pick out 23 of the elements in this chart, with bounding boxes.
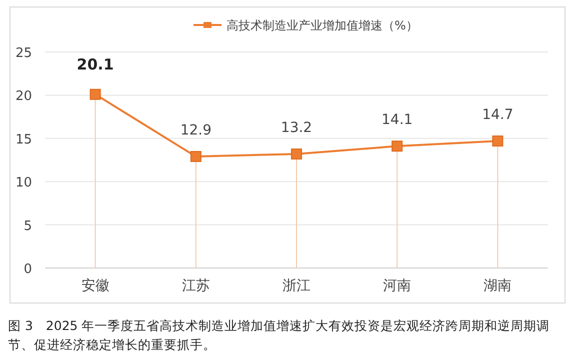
y-tick-label: 0 xyxy=(24,262,32,277)
point xyxy=(291,148,302,160)
point xyxy=(392,140,403,152)
x-tick-label: 浙江 xyxy=(282,278,310,294)
caption: 图 3 2025 年一季度五省高技术制造业增加值增速扩大有效投资是宏观经济跨周期和逆周期调节、促进经济稳定增长的重要抓手。 xyxy=(8,317,551,354)
y-tick-label: 20 xyxy=(15,89,32,104)
point xyxy=(90,88,101,100)
legend-label: 高技术制造业产业增加值增速（%） xyxy=(226,18,418,32)
point xyxy=(492,135,504,146)
x-tick-label: 湖南 xyxy=(484,278,512,294)
x-tick-label: 江苏 xyxy=(182,278,210,294)
data-label: 13.2 xyxy=(280,120,312,136)
y-tick-label: 25 xyxy=(15,46,32,61)
y-tick-label: 15 xyxy=(15,132,32,148)
y-tick-label: 5 xyxy=(24,218,32,234)
point xyxy=(190,151,202,162)
x-tick-label: 安徽 xyxy=(81,278,110,294)
data-label: 14.7 xyxy=(482,106,514,123)
x-tick-label: 河南 xyxy=(383,278,412,294)
data-label: 14.1 xyxy=(382,112,413,128)
data-label: 12.9 xyxy=(180,122,212,139)
y-tick-label: 10 xyxy=(15,176,32,191)
data-label: 20.1 xyxy=(76,55,114,74)
